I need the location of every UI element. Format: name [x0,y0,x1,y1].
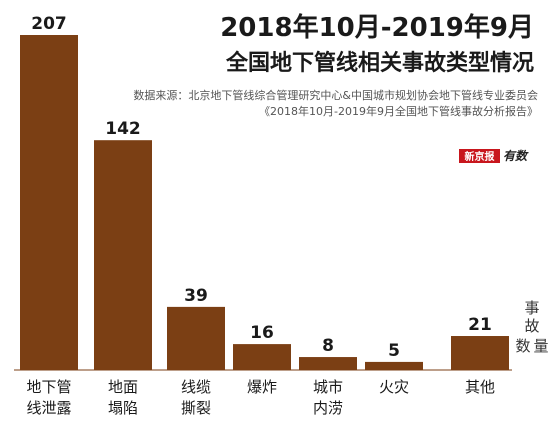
value-label-6: 21 [468,315,492,335]
category-label-3-0: 爆炸 [247,378,277,396]
brand-logo: 新京报 有数 [459,149,529,163]
bar-3 [233,344,291,370]
value-label-1: 142 [105,119,141,139]
category-label-2-0: 线缆 [181,378,211,396]
source-line1: 数据来源：北京地下管线综合管理研究中心&中国城市规划协会地下管线专业委员会 [133,88,538,102]
category-label-1-1: 塌陷 [108,399,138,417]
value-label-2: 39 [184,286,208,306]
value-label-3: 16 [250,323,274,343]
source-line2: 《2018年10月-2019年9月全国地下管线事故分析报告》 [259,104,538,118]
y-unit-label: 事故数量 [515,299,548,355]
category-label-4-1: 内涝 [313,399,343,417]
category-label-6-0: 其他 [465,378,495,396]
value-labels-group: 207 142 39 16 8 5 21 [31,14,492,361]
bar-1 [94,140,152,370]
brand-name: 新京报 [465,150,495,163]
category-label-1-0: 地面 [108,378,138,396]
chart-title-line1: 2018年10月-2019年9月 [220,12,534,43]
value-label-5: 5 [388,341,400,361]
category-label-0-0: 地下管 [26,378,71,396]
bar-5 [365,361,423,370]
category-label-2-1: 撕裂 [181,399,211,417]
value-label-4: 8 [322,336,334,356]
bars-group [20,35,509,370]
category-label-4-0: 城市 [313,378,343,396]
bar-4 [299,357,357,370]
unit-char-1: 故 [524,317,539,335]
brand-badge [459,149,500,163]
unit-char-3: 量 [533,337,548,355]
chart-title-line2: 全国地下管线相关事故类型情况 [225,50,534,76]
unit-char-0: 事 [524,299,539,317]
value-label-0: 207 [31,14,67,34]
unit-char-2: 数 [515,337,530,355]
category-label-0-1: 线泄露 [26,399,71,417]
bar-6 [451,336,509,370]
bar-0 [20,35,78,370]
category-label-5-0: 火灾 [379,378,409,396]
brand-suffix: 有数 [503,149,529,163]
bar-2 [167,306,225,370]
